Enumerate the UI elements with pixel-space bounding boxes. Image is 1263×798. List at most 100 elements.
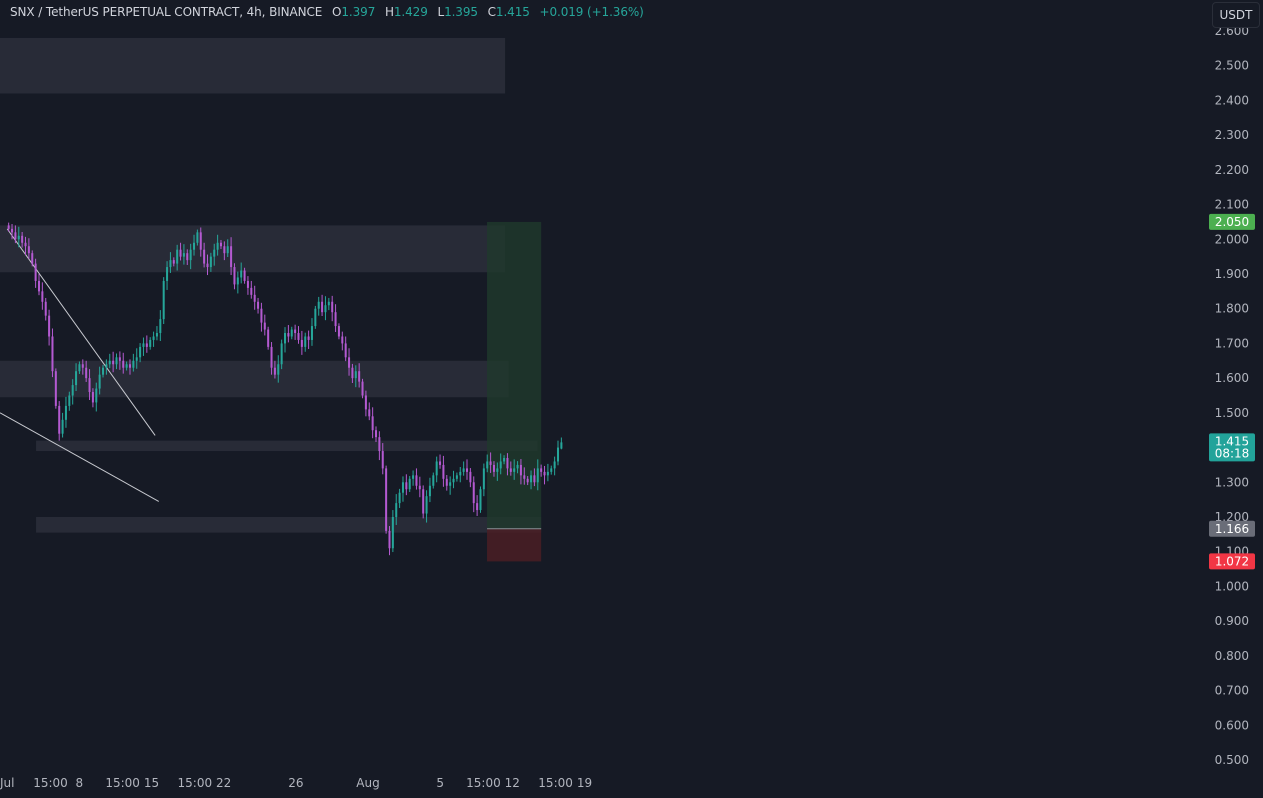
candle-body[interactable] (506, 457, 509, 469)
candle-body[interactable] (17, 235, 20, 240)
candle-body[interactable] (216, 242, 219, 250)
candle-body[interactable] (108, 360, 111, 365)
candle-body[interactable] (206, 263, 209, 268)
candle-body[interactable] (213, 249, 216, 257)
candle-body[interactable] (51, 336, 54, 372)
candle-body[interactable] (492, 464, 495, 472)
candle-body[interactable] (91, 392, 94, 403)
candle-body[interactable] (439, 461, 442, 465)
candle-body[interactable] (34, 263, 37, 281)
candle-body[interactable] (317, 301, 320, 309)
candle-body[interactable] (88, 378, 91, 393)
candle-body[interactable] (196, 232, 199, 243)
candle-body[interactable] (337, 326, 340, 337)
candle-body[interactable] (381, 451, 384, 469)
candle-body[interactable] (445, 478, 448, 486)
candle-body[interactable] (105, 364, 108, 368)
candle-body[interactable] (324, 305, 327, 313)
candle-body[interactable] (432, 475, 435, 486)
candle-body[interactable] (142, 343, 145, 347)
candle-body[interactable] (459, 471, 462, 476)
candle-body[interactable] (250, 287, 253, 295)
candle-body[interactable] (41, 291, 44, 302)
candle-body[interactable] (418, 485, 421, 490)
candle-body[interactable] (78, 364, 81, 372)
candle-body[interactable] (75, 371, 78, 386)
candle-body[interactable] (307, 336, 310, 340)
candle-body[interactable] (179, 249, 182, 257)
candle-body[interactable] (226, 246, 229, 254)
trendline[interactable] (0, 412, 159, 502)
candle-body[interactable] (294, 329, 297, 334)
candle-body[interactable] (385, 468, 388, 531)
candle-body[interactable] (176, 249, 179, 264)
candle-body[interactable] (327, 301, 330, 306)
candle-body[interactable] (54, 371, 57, 406)
candle-body[interactable] (21, 235, 24, 243)
candle-body[interactable] (358, 371, 361, 382)
candle-body[interactable] (223, 246, 226, 254)
candle-body[interactable] (233, 267, 236, 285)
candle-body[interactable] (321, 301, 324, 313)
candle-body[interactable] (496, 468, 499, 472)
candle-body[interactable] (155, 333, 158, 337)
candle-body[interactable] (270, 346, 273, 368)
candle-body[interactable] (172, 260, 175, 264)
candle-body[interactable] (442, 464, 445, 479)
candle-body[interactable] (95, 388, 98, 403)
candle-body[interactable] (193, 242, 196, 250)
candle-body[interactable] (435, 461, 438, 476)
candle-body[interactable] (536, 468, 539, 483)
candle-body[interactable] (230, 246, 233, 268)
candle-body[interactable] (186, 253, 189, 261)
candle-body[interactable] (428, 485, 431, 497)
candle-body[interactable] (533, 475, 536, 483)
candle-body[interactable] (128, 364, 131, 368)
candle-body[interactable] (37, 280, 41, 292)
candle-body[interactable] (361, 381, 364, 396)
candle-body[interactable] (503, 457, 506, 462)
candle-body[interactable] (98, 374, 101, 389)
candle-body[interactable] (476, 503, 479, 511)
candle-body[interactable] (455, 475, 458, 479)
position-target-zone[interactable] (487, 221, 542, 529)
candle-body[interactable] (486, 461, 489, 469)
candle-body[interactable] (472, 482, 475, 504)
candle-body[interactable] (71, 385, 74, 396)
candle-body[interactable] (243, 270, 246, 281)
candle-body[interactable] (277, 364, 280, 375)
candle-body[interactable] (81, 364, 84, 368)
candle-body[interactable] (203, 249, 206, 264)
candle-body[interactable] (7, 225, 10, 229)
candle-body[interactable] (546, 471, 549, 476)
candle-body[interactable] (24, 242, 27, 247)
candle-body[interactable] (145, 343, 148, 347)
candle-body[interactable] (267, 329, 270, 347)
candle-body[interactable] (85, 367, 88, 379)
candle-body[interactable] (425, 496, 428, 514)
candle-body[interactable] (398, 492, 401, 504)
candle-body[interactable] (368, 409, 371, 417)
candle-body[interactable] (452, 478, 455, 483)
candle-body[interactable] (351, 367, 354, 379)
candle-body[interactable] (482, 468, 485, 490)
candle-body[interactable] (31, 253, 34, 264)
candle-body[interactable] (169, 260, 172, 268)
candle-body[interactable] (166, 267, 169, 281)
candle-body[interactable] (530, 475, 533, 483)
candle-body[interactable] (115, 357, 118, 365)
candle-body[interactable] (371, 416, 374, 431)
candle-body[interactable] (112, 360, 115, 365)
candle-body[interactable] (412, 475, 415, 479)
candle-body[interactable] (489, 461, 492, 465)
candle-body[interactable] (125, 364, 128, 368)
candle-body[interactable] (159, 319, 162, 334)
candle-body[interactable] (48, 315, 51, 337)
candle-body[interactable] (209, 256, 212, 268)
candle-body[interactable] (526, 478, 529, 483)
candle-body[interactable] (344, 343, 347, 358)
candle-body[interactable] (469, 471, 472, 483)
candle-body[interactable] (310, 326, 313, 340)
currency-button[interactable]: USDT (1212, 2, 1260, 28)
